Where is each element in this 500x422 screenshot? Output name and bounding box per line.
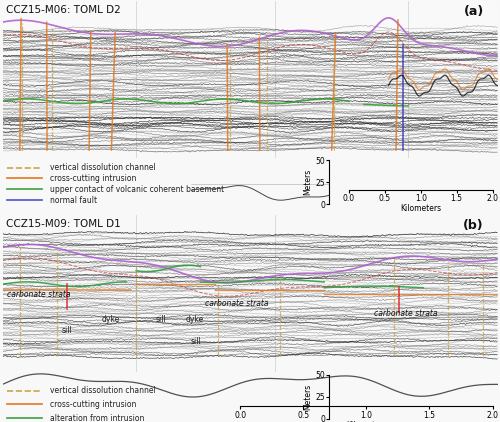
- Text: CCZ15-M09: TOML D1: CCZ15-M09: TOML D1: [6, 219, 121, 229]
- Text: sill: sill: [190, 337, 202, 346]
- Text: CCZ15-M06: TOML D2: CCZ15-M06: TOML D2: [6, 5, 121, 15]
- Text: dyke: dyke: [102, 315, 120, 324]
- Text: cross-cutting intrusion: cross-cutting intrusion: [50, 400, 136, 409]
- Text: carbonate strata: carbonate strata: [206, 299, 269, 308]
- Bar: [2, 1, 498, 35]
- Text: alteration from intrusion: alteration from intrusion: [50, 414, 144, 422]
- Text: vertical dissolution channel: vertical dissolution channel: [50, 163, 156, 172]
- Text: carbonate strata: carbonate strata: [8, 290, 71, 299]
- Text: (a): (a): [464, 5, 483, 18]
- Text: dyke: dyke: [186, 315, 204, 324]
- Text: carbonate strata: carbonate strata: [374, 308, 437, 318]
- Text: (b): (b): [463, 219, 483, 232]
- Text: normal fault: normal fault: [50, 195, 96, 205]
- Text: upper contact of volcanic coherent basement: upper contact of volcanic coherent basem…: [50, 185, 224, 194]
- Text: sill: sill: [62, 326, 72, 335]
- Text: vertical dissolution channel: vertical dissolution channel: [50, 386, 156, 395]
- Text: cross-cutting intrusion: cross-cutting intrusion: [50, 174, 136, 183]
- Text: sill: sill: [156, 315, 166, 324]
